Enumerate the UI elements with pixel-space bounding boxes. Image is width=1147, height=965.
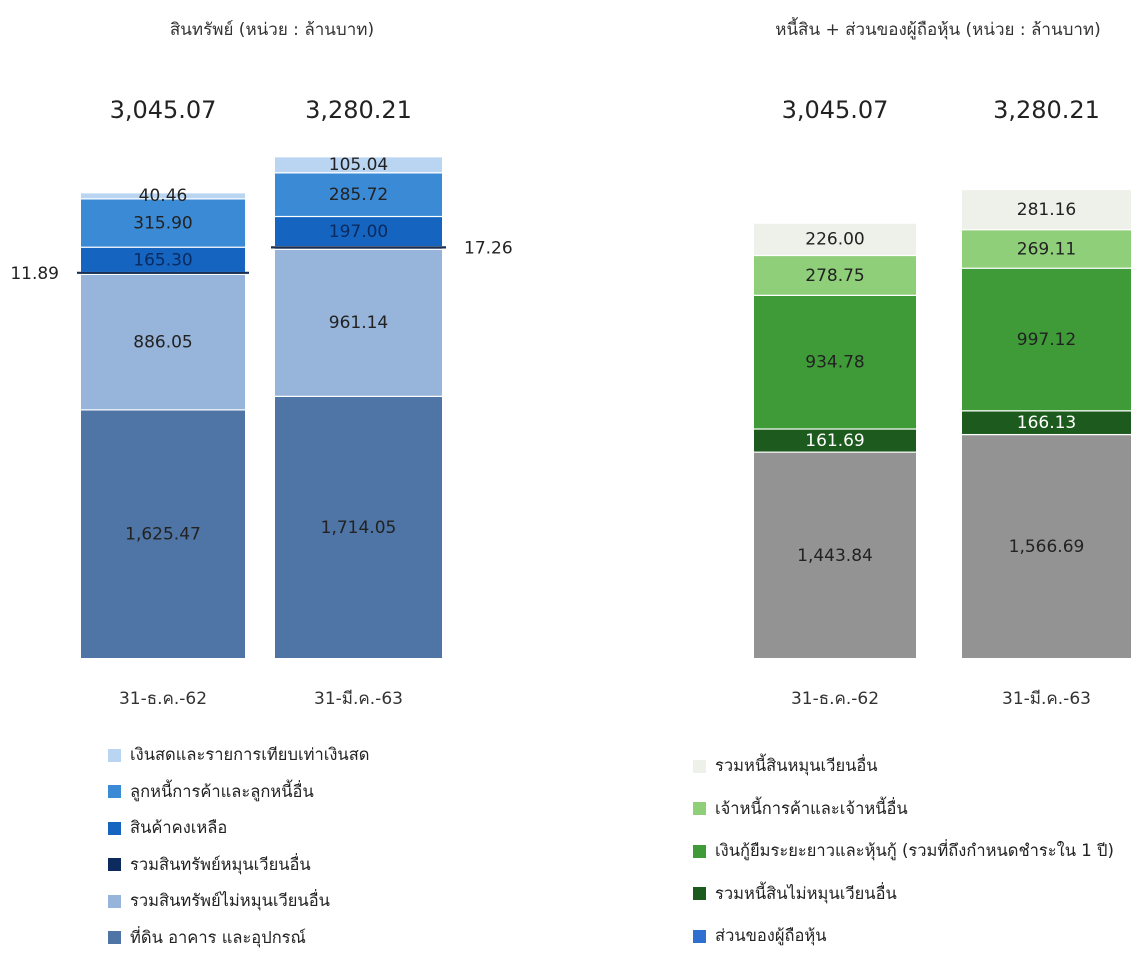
bar-segment bbox=[962, 410, 1131, 434]
legend-label: เงินกู้ยืมระยะยาวและหุ้นกู้ (รวมที่ถึงกำ… bbox=[715, 841, 1114, 861]
legend-swatch bbox=[108, 931, 121, 945]
legend-item: เงินกู้ยืมระยะยาวและหุ้นกู้ (รวมที่ถึงกำ… bbox=[693, 830, 1114, 873]
legend-item: รวมหนี้สินไม่หมุนเวียนอื่น bbox=[693, 873, 1114, 916]
legend-item: สินค้าคงเหลือ bbox=[108, 810, 369, 847]
data-label: 961.14 bbox=[329, 313, 388, 333]
legend-item: เจ้าหนี้การค้าและเจ้าหนี้อื่น bbox=[693, 788, 1114, 831]
bar-segment bbox=[754, 294, 916, 429]
bar-segment bbox=[81, 198, 245, 247]
data-label: 1,625.47 bbox=[125, 525, 201, 545]
bar-segment bbox=[81, 192, 245, 199]
data-label: 166.13 bbox=[1017, 413, 1076, 433]
legend-swatch bbox=[108, 858, 121, 872]
liabilities-equity-chart-title: หนี้สิน + ส่วนของผู้ถือหุ้น (หน่วย : ล้า… bbox=[775, 17, 1101, 40]
bar-segment bbox=[275, 395, 442, 658]
legend-swatch bbox=[108, 785, 121, 799]
bar-total-label: 3,045.07 bbox=[782, 96, 889, 124]
bar-segment bbox=[81, 273, 245, 410]
legend-label: ส่วนของผู้ถือหุ้น bbox=[715, 926, 827, 946]
data-label: 886.05 bbox=[133, 333, 192, 353]
data-label: 278.75 bbox=[805, 266, 864, 286]
bar-segment bbox=[275, 156, 442, 173]
bar-total-label: 3,045.07 bbox=[110, 96, 217, 124]
assets-chart: สินทรัพย์ (หน่วย : ล้านบาท) 3,045.07 31-ธ… bbox=[10, 20, 512, 709]
data-label: 197.00 bbox=[329, 222, 388, 242]
legend-swatch bbox=[693, 844, 706, 858]
data-label: 997.12 bbox=[1017, 330, 1076, 350]
category-tick-label: 31-มี.ค.-63 bbox=[1002, 689, 1091, 709]
liabilities-equity-legend: รวมหนี้สินหมุนเวียนอื่นเจ้าหนี้การค้าและ… bbox=[693, 745, 1114, 958]
legend-item: เงินสดและรายการเทียบเท่าเงินสด bbox=[108, 737, 369, 774]
category-tick-label: 31-ธ.ค.-62 bbox=[119, 689, 207, 709]
data-label: 269.11 bbox=[1017, 239, 1076, 259]
bar-segment bbox=[275, 248, 442, 396]
bar-segment bbox=[275, 172, 442, 216]
data-label: 226.00 bbox=[805, 230, 864, 250]
legend-label: เจ้าหนี้การค้าและเจ้าหนี้อื่น bbox=[715, 798, 908, 818]
legend-swatch bbox=[108, 894, 121, 908]
category-tick-label: 31-ธ.ค.-62 bbox=[791, 689, 879, 709]
liabilities-equity-chart: หนี้สิน + ส่วนของผู้ถือหุ้น (หน่วย : ล้า… bbox=[754, 17, 1131, 709]
bar-segment bbox=[962, 433, 1131, 658]
bar-segment bbox=[754, 428, 916, 452]
category-tick-label: 31-มี.ค.-63 bbox=[314, 689, 403, 709]
bar-total-label: 3,280.21 bbox=[305, 96, 412, 124]
data-label: 161.69 bbox=[805, 431, 864, 451]
legend-item: รวมหนี้สินหมุนเวียนอื่น bbox=[693, 745, 1114, 788]
data-label: 105.04 bbox=[329, 155, 388, 175]
legend-label: รวมสินทรัพย์หมุนเวียนอื่น bbox=[130, 854, 311, 874]
bar-total-label: 3,280.21 bbox=[993, 96, 1100, 124]
data-label: 934.78 bbox=[805, 353, 864, 373]
data-label: 1,714.05 bbox=[321, 518, 397, 538]
bar-segment bbox=[962, 188, 1131, 230]
legend-label: รวมหนี้สินไม่หมุนเวียนอื่น bbox=[715, 883, 897, 903]
data-label: 1,566.69 bbox=[1009, 537, 1085, 557]
bar-segment bbox=[754, 222, 916, 255]
legend-label: รวมหนี้สินหมุนเวียนอื่น bbox=[715, 756, 878, 776]
data-label: 17.26 bbox=[464, 238, 513, 258]
legend-label: ที่ดิน อาคาร และอุปกรณ์ bbox=[130, 927, 306, 947]
bar-segment bbox=[962, 229, 1131, 268]
legend-swatch bbox=[108, 821, 121, 835]
bar-segment bbox=[754, 451, 916, 658]
legend-label: รวมสินทรัพย์ไม่หมุนเวียนอื่น bbox=[130, 891, 330, 911]
data-label: 281.16 bbox=[1017, 200, 1076, 220]
data-label: 285.72 bbox=[329, 185, 388, 205]
legend-swatch bbox=[693, 887, 706, 901]
legend-swatch bbox=[693, 759, 706, 773]
data-label: 1,443.84 bbox=[797, 546, 873, 566]
bar-segment bbox=[962, 267, 1131, 411]
legend-item: ที่ดิน อาคาร และอุปกรณ์ bbox=[108, 920, 369, 957]
legend-label: สินค้าคงเหลือ bbox=[130, 818, 228, 838]
data-label: 40.46 bbox=[139, 186, 188, 206]
data-label: 315.90 bbox=[133, 213, 192, 233]
assets-chart-title: สินทรัพย์ (หน่วย : ล้านบาท) bbox=[170, 20, 374, 40]
legend-swatch bbox=[693, 929, 706, 943]
legend-swatch bbox=[693, 802, 706, 816]
bar-segment bbox=[754, 254, 916, 295]
bar-segment bbox=[81, 246, 245, 272]
legend-label: ลูกหนี้การค้าและลูกหนี้อื่น bbox=[130, 781, 314, 801]
legend-item: ลูกหนี้การค้าและลูกหนี้อื่น bbox=[108, 774, 369, 811]
legend-item: รวมสินทรัพย์ไม่หมุนเวียนอื่น bbox=[108, 883, 369, 920]
bar-segment bbox=[275, 215, 442, 247]
data-label: 165.30 bbox=[133, 250, 192, 270]
legend-item: ส่วนของผู้ถือหุ้น bbox=[693, 915, 1114, 958]
legend-item: รวมสินทรัพย์หมุนเวียนอื่น bbox=[108, 847, 369, 884]
legend-swatch bbox=[108, 748, 121, 762]
bar-segment bbox=[81, 409, 245, 658]
assets-legend: เงินสดและรายการเทียบเท่าเงินสดลูกหนี้การ… bbox=[108, 737, 369, 956]
data-label: 11.89 bbox=[10, 264, 59, 284]
legend-label: เงินสดและรายการเทียบเท่าเงินสด bbox=[130, 745, 370, 765]
